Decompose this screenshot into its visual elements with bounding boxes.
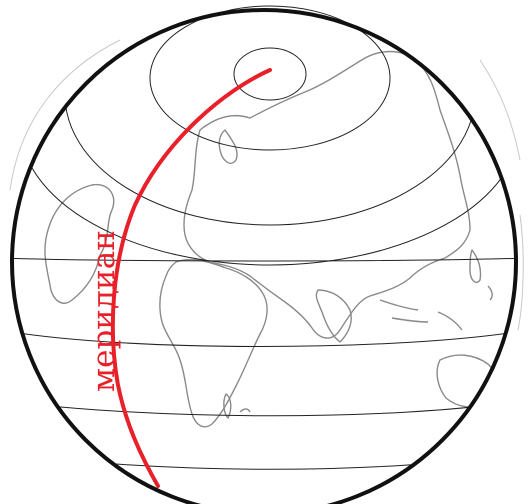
meridian-line <box>110 68 272 488</box>
globe-outline <box>10 8 518 504</box>
parallel-ring-3 <box>64 10 476 226</box>
latitude-parallels <box>12 10 516 470</box>
madagascar-outline <box>223 393 232 419</box>
parallel-7 <box>12 399 516 417</box>
parallel-6 <box>12 329 516 347</box>
parallel-8 <box>12 451 516 470</box>
parallel-ring-2 <box>149 5 391 151</box>
japan-outline <box>469 249 482 284</box>
sketch-ghost-lines <box>9 39 524 331</box>
islands-outline <box>239 285 493 413</box>
meridian-label: меридиан <box>86 230 122 392</box>
polar-parallels <box>149 5 391 151</box>
parallel-5 <box>12 257 516 262</box>
scandinavia-outline <box>218 129 238 164</box>
africa-outline <box>159 258 268 428</box>
parallel-ring-1 <box>233 47 307 101</box>
north-america-outline <box>44 183 115 304</box>
indonesia-outline <box>379 299 463 331</box>
india-outline <box>315 289 352 343</box>
